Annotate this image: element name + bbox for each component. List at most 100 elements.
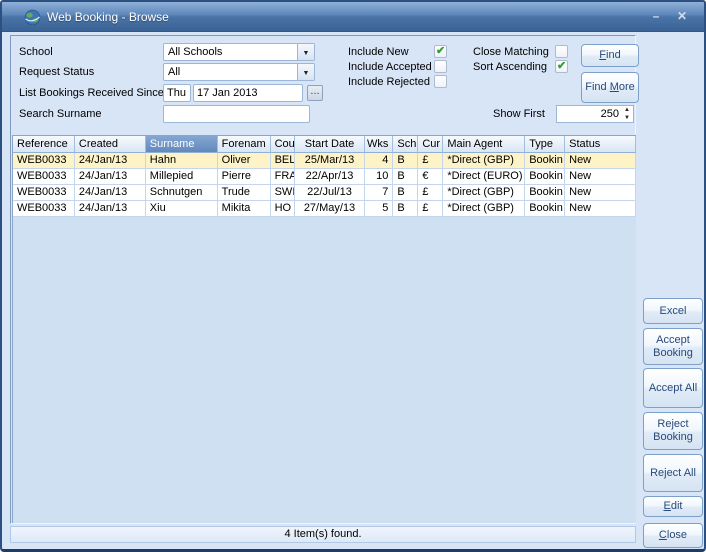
column-header-created[interactable]: Created [74,136,146,153]
table-cell: 24/Jan/13 [74,153,146,169]
accept-all-button[interactable]: Accept All [643,368,703,408]
received-since-label: List Bookings Received Since [19,87,164,99]
table-cell: 22/Apr/13 [294,169,366,185]
column-header-main-agent[interactable]: Main Agent [443,136,526,153]
table-cell: Bookin [525,185,566,201]
include-accepted-checkbox[interactable] [434,60,447,73]
school-select[interactable]: All Schools ▼ [163,43,315,61]
spinner-down-icon[interactable]: ▼ [624,115,630,121]
table-cell: 24/Jan/13 [74,201,146,217]
table-cell: 5 [365,201,394,217]
table-cell: £ [418,201,444,217]
table-cell: 4 [365,153,394,169]
table-cell: Schnutgen [145,185,218,201]
close-window-button[interactable]: ✕ [676,9,688,23]
table-cell: Bookin [525,201,566,217]
close-button-label: Close [658,529,688,541]
table-row[interactable]: WEB0033 24/Jan/13 Xiu Mikita HO 27/May/13 5 B £ *… [13,201,636,217]
table-cell: *Direct (EURO) [443,169,526,185]
table-cell: 10 [365,169,394,185]
include-new-checkbox[interactable] [434,44,447,58]
bookings-table: Reference Created Surname Forenam Cou Start D… [12,135,636,523]
table-cell: *Direct (GBP) [443,201,526,217]
school-select-value: All Schools [168,46,223,58]
show-first-label: Show First [493,108,545,120]
chevron-down-icon: ▼ [302,50,310,57]
school-label: School [19,46,53,58]
search-surname-input[interactable] [163,105,310,123]
table-row[interactable]: WEB0033 24/Jan/13 Schnutgen Trude SWI 22/Jul/… [13,185,636,201]
column-header-sch[interactable]: Sch [393,136,419,153]
column-header-type[interactable]: Type [525,136,566,153]
table-cell: New [565,153,636,169]
table-cell: € [418,169,444,185]
table-cell: Xiu [145,201,218,217]
table-cell: B [393,201,419,217]
received-since-date-field[interactable]: 17 Jan 2013 [193,84,303,102]
find-button[interactable]: Find [581,44,639,67]
table-cell: SWI [270,185,295,201]
column-header-status[interactable]: Status [565,136,636,153]
table-cell: B [393,169,419,185]
table-cell: New [565,201,636,217]
column-header-start-date[interactable]: Start Date [294,136,366,153]
table-cell: 22/Jul/13 [294,185,366,201]
request-status-select-value: All [168,66,181,78]
table-row[interactable]: WEB0033 24/Jan/13 Hahn Oliver BEL 25/Mar/13 4 B… [13,153,636,169]
show-first-spinner[interactable]: 250 ▲ ▼ [556,105,634,123]
column-header-surname[interactable]: Surname [145,136,218,153]
table-cell: Hahn [145,153,218,169]
column-header-cur[interactable]: Cur [418,136,444,153]
column-header-cou[interactable]: Cou [270,136,295,153]
sort-ascending-checkbox[interactable] [555,59,568,73]
find-more-button-label: Find More [585,81,635,93]
main-panel: School Request Status List Bookings Rece… [10,35,639,524]
reject-booking-button[interactable]: Reject Booking [643,412,703,450]
table-cell: Bookin [525,153,566,169]
include-rejected-checkbox[interactable] [434,75,447,88]
date-picker-button[interactable]: ... [307,85,323,101]
accept-booking-label: Accept Booking [653,333,693,359]
request-status-select[interactable]: All ▼ [163,63,315,81]
chevron-down-icon: ▼ [302,70,310,77]
table-row[interactable]: WEB0033 24/Jan/13 Millepied Pierre FRA 22/Apr… [13,169,636,185]
table-cell: BEL [270,153,295,169]
table-cell: £ [418,153,444,169]
close-matching-checkbox[interactable] [555,45,568,58]
minimize-button[interactable]: – [652,9,660,23]
close-button[interactable]: Close [643,523,703,548]
spinner-up-icon[interactable]: ▲ [624,107,630,113]
reject-all-button[interactable]: Reject All [643,454,703,492]
table-cell: Pierre [217,169,271,185]
table-cell: 7 [365,185,394,201]
table-cell: 24/Jan/13 [74,185,146,201]
window-title: Web Booking - Browse [47,10,169,24]
table-cell: *Direct (GBP) [443,153,526,169]
close-matching-label: Close Matching [473,46,549,58]
table-cell: WEB0033 [13,153,75,169]
table-cell: Mikita [217,201,271,217]
excel-button[interactable]: Excel [643,298,703,324]
table-cell: WEB0033 [13,201,75,217]
table-cell: £ [418,185,444,201]
column-header-wks[interactable]: Wks [365,136,394,153]
table-cell: New [565,185,636,201]
edit-button[interactable]: Edit [643,496,703,517]
find-more-button[interactable]: Find More [581,72,639,103]
include-accepted-label: Include Accepted [348,61,432,73]
request-status-select-arrow[interactable]: ▼ [297,64,314,80]
column-header-forenam[interactable]: Forenam [217,136,271,153]
sort-ascending-label: Sort Ascending [473,61,547,73]
received-since-day-field[interactable]: Thu [163,84,191,102]
items-found-text: 4 Item(s) found. [284,528,362,540]
table-cell: 25/Mar/13 [294,153,366,169]
table-cell: WEB0033 [13,169,75,185]
table-cell: 27/May/13 [294,201,366,217]
table-cell: New [565,169,636,185]
table-cell: WEB0033 [13,185,75,201]
column-header-reference[interactable]: Reference [13,136,75,153]
status-bar: 4 Item(s) found. [10,526,636,543]
school-select-arrow[interactable]: ▼ [297,44,314,60]
accept-booking-button[interactable]: Accept Booking [643,328,703,365]
edit-button-label: Edit [663,500,683,512]
